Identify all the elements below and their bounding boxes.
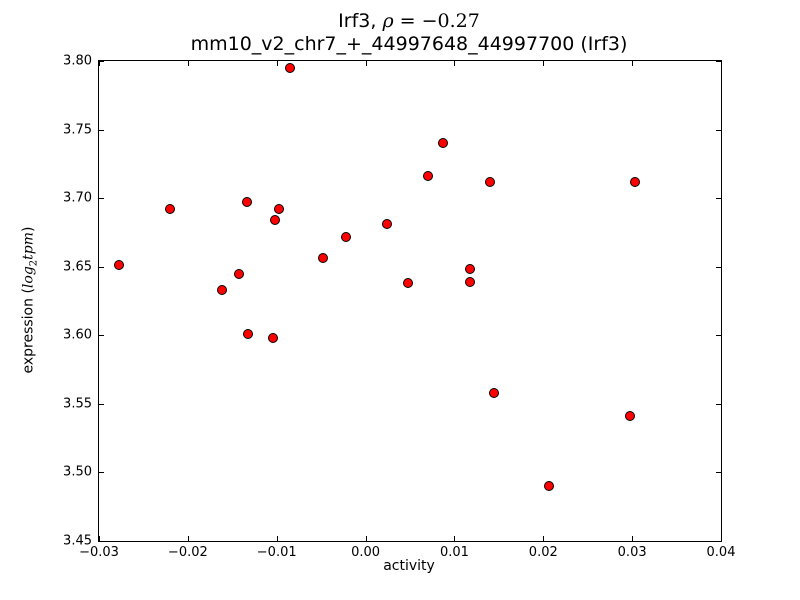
data-point [489, 387, 500, 398]
ylabel-math-log: log [20, 266, 37, 289]
data-point [216, 285, 227, 296]
x-tick-label: 0.00 [351, 545, 381, 560]
data-point [285, 62, 296, 73]
x-tick-label: −0.03 [79, 545, 119, 560]
data-point [243, 328, 254, 339]
x-tick [721, 61, 722, 66]
x-tick-label: 0.04 [706, 545, 736, 560]
y-tick-label: 3.50 [63, 464, 92, 480]
x-tick [454, 536, 456, 541]
data-point [422, 171, 433, 182]
y-tick [99, 198, 104, 200]
data-point [403, 278, 414, 289]
x-tick [632, 536, 634, 541]
suptitle-gene-name: Irf3, [338, 10, 383, 32]
axes-title: mm10_v2_chr7_+_44997648_44997700 (Irf3) [190, 33, 628, 55]
y-tick [99, 403, 104, 405]
data-point [543, 481, 554, 492]
x-tick [187, 61, 189, 66]
data-point [465, 276, 476, 287]
x-tick-label: 0.03 [617, 545, 647, 560]
x-axis-label: activity [383, 558, 435, 574]
x-tick [276, 61, 278, 66]
x-tick-label: −0.02 [167, 545, 208, 560]
data-point [114, 260, 125, 271]
y-tick [716, 472, 721, 474]
y-tick [716, 129, 721, 131]
x-tick [632, 61, 634, 66]
data-point [625, 411, 636, 422]
x-tick-label: 0.02 [528, 545, 558, 560]
y-tick-label: 3.65 [63, 259, 92, 275]
y-tick [99, 541, 104, 542]
y-axis-label: expression (log2tpm) [20, 226, 40, 374]
ylabel-math-tpm: tpm [20, 231, 37, 260]
y-tick [716, 335, 721, 337]
y-tick-label: 3.80 [63, 53, 92, 69]
y-tick [99, 335, 104, 337]
y-tick [99, 266, 104, 268]
data-point [381, 219, 392, 230]
y-tick [716, 61, 721, 62]
x-tick [187, 536, 189, 541]
rho-value: = −0.27 [393, 10, 480, 32]
figure-suptitle: Irf3, ρ = −0.27 [98, 11, 720, 32]
x-tick [721, 536, 722, 541]
y-tick [716, 541, 721, 542]
data-point [484, 176, 495, 187]
data-point [629, 176, 640, 187]
x-tick [365, 536, 367, 541]
y-tick [716, 198, 721, 200]
x-tick [276, 536, 278, 541]
x-tick-label: −0.01 [256, 545, 297, 560]
data-point [437, 138, 448, 149]
data-point [269, 215, 280, 226]
y-tick-label: 3.45 [63, 533, 92, 549]
rho-symbol: ρ [382, 10, 394, 32]
x-tick [543, 536, 545, 541]
y-tick-label: 3.75 [63, 122, 92, 138]
data-point [341, 231, 352, 242]
y-tick [99, 61, 104, 62]
data-point [233, 268, 244, 279]
data-point [317, 253, 328, 264]
ylabel-math-subscript: 2 [28, 259, 40, 267]
data-point [465, 264, 476, 275]
x-tick-label: 0.01 [439, 545, 469, 560]
y-tick [716, 403, 721, 405]
y-tick-label: 3.55 [63, 396, 92, 412]
x-tick [543, 61, 545, 66]
data-point [274, 204, 285, 215]
y-tick [99, 472, 104, 474]
plot-area: −0.03 −0.02 −0.01 0.00 0.01 0.02 0.03 0.04 3.45 3… [63, 54, 735, 561]
y-tick-label: 3.70 [63, 190, 92, 206]
y-tick-label: 3.60 [63, 327, 92, 343]
x-tick [454, 61, 456, 66]
y-tick [716, 266, 721, 268]
y-tick [99, 129, 104, 131]
data-point [165, 204, 176, 215]
x-tick [365, 61, 367, 66]
x-tick [99, 536, 100, 541]
x-tick [99, 61, 100, 66]
data-point [268, 333, 279, 344]
data-point [241, 197, 252, 208]
